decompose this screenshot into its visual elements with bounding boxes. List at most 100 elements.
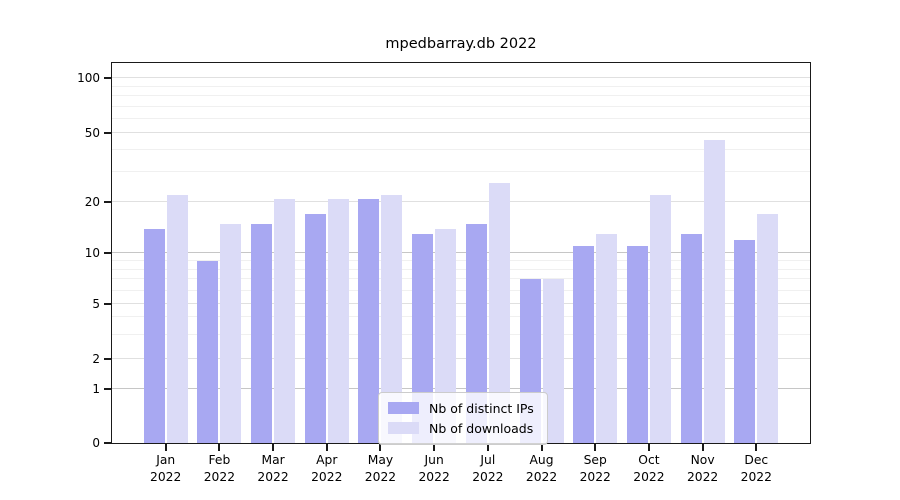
x-tick-month: Jul [480, 453, 496, 467]
y-tick-mark-1 [104, 388, 111, 391]
y-tick-mark-2 [104, 358, 111, 361]
bar-downloads [327, 198, 349, 443]
legend-swatch [388, 422, 419, 434]
bar-downloads [274, 198, 296, 443]
y-tick-label-5: 5 [92, 296, 100, 311]
bar-distinct-ips [626, 246, 648, 443]
y-tick-mark-5 [104, 302, 111, 305]
x-tick-month: Jan [156, 453, 176, 467]
x-tick-year: 2022 [311, 470, 343, 484]
x-tick-month: Oct [638, 453, 660, 467]
grid-line-100 [112, 77, 810, 79]
x-tick-label-dec: Dec 2022 [724, 452, 788, 486]
x-tick-label-may: May 2022 [348, 452, 412, 486]
bar-distinct-ips [465, 223, 487, 443]
x-tick-mark-jun [433, 444, 436, 451]
plot-area: 100 50 20 10 5 2 1 0 Jan 2022 Feb 2022 Mar 2022 Apr 20… [77, 62, 811, 484]
y-tick-label-100: 100 [77, 71, 100, 86]
x-tick-label-nov: Nov 2022 [671, 452, 735, 486]
bar-downloads [381, 195, 403, 443]
grid-line-70 [112, 105, 810, 107]
x-tick-month: Aug [529, 453, 554, 467]
y-tick-label-50: 50 [84, 126, 100, 141]
legend: Nb of distinct IPs Nb of downloads [378, 392, 548, 445]
x-tick-mark-aug [540, 444, 543, 451]
bar-downloads [703, 139, 725, 443]
x-tick-mark-dec [755, 444, 758, 451]
x-tick-year: 2022 [740, 470, 772, 484]
x-tick-mark-feb [218, 444, 221, 451]
grid-line-90 [112, 85, 810, 87]
grid-line-60 [112, 117, 810, 119]
x-tick-label-jan: Jan 2022 [134, 452, 198, 486]
x-tick-mark-nov [701, 444, 704, 451]
bar-distinct-ips [412, 234, 434, 443]
x-tick-month: Nov [690, 453, 715, 467]
y-tick-label-20: 20 [84, 195, 100, 210]
y-tick-mark-10 [104, 252, 111, 255]
x-tick-year: 2022 [257, 470, 289, 484]
bar-downloads [757, 214, 779, 443]
y-tick-label-2: 2 [92, 352, 100, 367]
bar-distinct-ips [680, 234, 702, 443]
x-tick-year: 2022 [418, 470, 450, 484]
bar-distinct-ips [573, 246, 595, 443]
x-tick-label-mar: Mar 2022 [241, 452, 305, 486]
bar-distinct-ips [304, 214, 326, 443]
y-tick-mark-0 [104, 442, 111, 444]
legend-label: Nb of downloads [429, 420, 534, 436]
bar-distinct-ips [143, 228, 165, 443]
bar-downloads [166, 195, 188, 443]
x-tick-year: 2022 [472, 470, 504, 484]
x-tick-month: Mar [261, 453, 285, 467]
x-tick-month: Feb [208, 453, 231, 467]
y-tick-label-0: 0 [92, 436, 100, 450]
y-tick-label-10: 10 [84, 246, 100, 261]
x-tick-mark-sep [594, 444, 597, 451]
x-tick-mark-mar [272, 444, 275, 451]
y-tick-mark-20 [104, 201, 111, 204]
grid-line-80 [112, 94, 810, 96]
x-tick-year: 2022 [364, 470, 397, 484]
x-tick-month: Apr [316, 453, 338, 467]
chart-title: mpedbarray.db 2022 [385, 36, 537, 52]
y-tick-mark-100 [104, 77, 111, 80]
bar-downloads [596, 234, 618, 443]
x-tick-mark-jul [486, 444, 489, 451]
legend-entry-distinct-ips: Nb of distinct IPs [388, 398, 538, 418]
x-tick-label-feb: Feb 2022 [187, 452, 251, 486]
bar-distinct-ips [197, 261, 219, 443]
bar-downloads [649, 195, 671, 443]
x-tick-label-oct: Oct 2022 [617, 452, 681, 486]
x-tick-label-jul: Jul 2022 [456, 452, 520, 486]
y-tick-mark-50 [104, 132, 111, 135]
x-tick-label-jun: Jun 2022 [402, 452, 466, 486]
x-tick-mark-apr [325, 444, 328, 451]
bar-downloads [488, 182, 510, 443]
grid-line-50 [112, 132, 810, 134]
x-tick-year: 2022 [686, 470, 719, 484]
x-tick-label-apr: Apr 2022 [295, 452, 359, 486]
legend-swatch [388, 402, 419, 414]
bar-distinct-ips [358, 198, 380, 443]
x-tick-mark-may [379, 444, 382, 451]
x-tick-year: 2022 [150, 470, 182, 484]
x-tick-year: 2022 [525, 470, 558, 484]
x-tick-month: Dec [744, 453, 769, 467]
bar-downloads [435, 228, 457, 443]
x-tick-month: May [367, 453, 394, 467]
bar-distinct-ips [734, 240, 756, 443]
x-tick-mark-jan [164, 444, 167, 451]
legend-label: Nb of distinct IPs [429, 400, 534, 416]
x-tick-year: 2022 [633, 470, 665, 484]
x-tick-year: 2022 [203, 470, 236, 484]
y-tick-label-1: 1 [92, 382, 100, 397]
x-tick-month: Jun [424, 453, 444, 467]
x-tick-mark-oct [647, 444, 650, 451]
x-tick-month: Sep [583, 453, 607, 467]
bar-distinct-ips [251, 223, 273, 443]
x-tick-label-sep: Sep 2022 [563, 452, 627, 486]
x-tick-label-aug: Aug 2022 [510, 452, 574, 486]
legend-entry-downloads: Nb of downloads [388, 418, 538, 438]
